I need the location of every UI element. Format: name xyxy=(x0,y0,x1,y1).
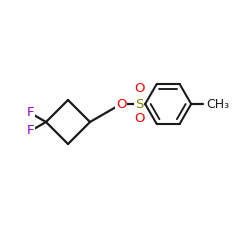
Text: O: O xyxy=(134,82,144,96)
Text: CH₃: CH₃ xyxy=(206,98,229,110)
Text: O: O xyxy=(116,98,126,110)
Text: O: O xyxy=(134,112,144,126)
Text: F: F xyxy=(27,124,34,138)
Text: S: S xyxy=(135,98,143,110)
Text: F: F xyxy=(27,106,34,120)
